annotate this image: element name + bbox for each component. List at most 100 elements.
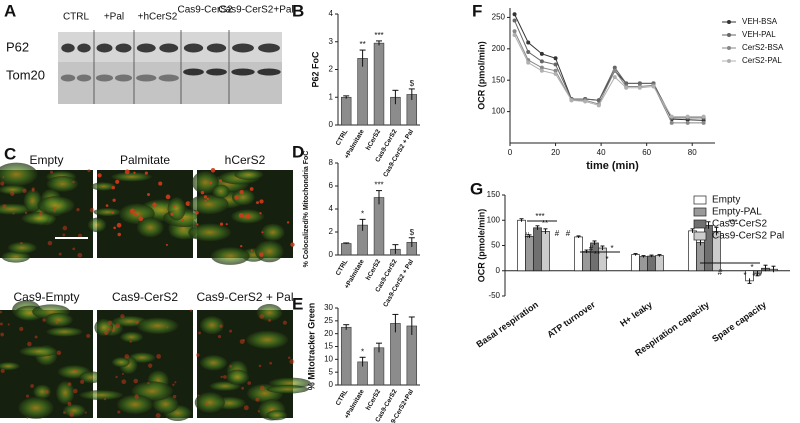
red-puncta <box>240 245 243 248</box>
red-puncta <box>205 403 209 406</box>
cell <box>46 176 79 192</box>
red-puncta <box>134 213 138 217</box>
marker <box>701 120 706 125</box>
marker <box>539 59 544 64</box>
bar <box>525 236 534 272</box>
lane-label: Cas9-CerS2+Pal <box>218 5 293 16</box>
marker <box>701 114 706 119</box>
red-puncta <box>217 335 222 339</box>
y-tick-label: 50 <box>491 241 500 250</box>
annotation: # <box>525 231 530 240</box>
red-puncta <box>0 181 5 186</box>
band <box>206 43 227 53</box>
marker <box>553 68 558 73</box>
legend-marker <box>727 46 731 50</box>
red-puncta <box>250 249 253 252</box>
panel-label: G <box>470 179 483 198</box>
micrograph-label: hCerS2 <box>225 153 266 167</box>
marker <box>651 84 656 89</box>
x-tick-label: 0 <box>508 148 513 157</box>
y-tick-label: 4 <box>329 204 334 213</box>
marker <box>596 103 601 108</box>
x-tick-label: Basal respiration <box>474 299 540 349</box>
cell <box>21 212 57 225</box>
cell <box>256 304 283 322</box>
cell <box>212 184 230 199</box>
red-puncta <box>34 335 38 339</box>
red-puncta <box>26 394 30 398</box>
red-puncta <box>197 394 200 397</box>
red-puncta <box>10 191 15 196</box>
y-tick-label: 4 <box>329 9 334 18</box>
red-puncta <box>129 208 135 214</box>
cell <box>0 162 38 187</box>
red-puncta <box>158 181 163 186</box>
legend-label: Cas9-CerS2 Pal <box>712 231 784 242</box>
bar <box>390 323 401 386</box>
marker <box>512 18 517 23</box>
cell <box>0 203 33 215</box>
band <box>136 43 156 53</box>
annotation: # <box>589 244 594 253</box>
cell <box>210 247 250 265</box>
annotation: * <box>743 271 746 280</box>
cell <box>23 189 42 213</box>
panel-label: F <box>472 1 482 20</box>
y-tick-label: 3 <box>329 37 334 46</box>
y-axis-title: % Mitotracker Green <box>306 303 316 391</box>
cell <box>79 390 124 400</box>
bar <box>647 255 656 272</box>
cell <box>194 392 225 413</box>
marker <box>526 60 531 65</box>
cell <box>116 394 154 415</box>
cell <box>255 240 284 263</box>
y-tick-label: 25 <box>324 316 333 325</box>
y-tick-label: 0 <box>329 250 334 259</box>
red-puncta <box>259 314 265 319</box>
red-puncta <box>39 211 43 216</box>
marker <box>512 29 517 34</box>
marker <box>512 12 517 17</box>
red-puncta <box>112 198 116 202</box>
x-tick-label: H+ leaky <box>618 299 654 328</box>
red-puncta <box>239 189 244 195</box>
x-tick-label: CTRL <box>335 388 350 407</box>
red-puncta <box>111 328 115 332</box>
bar <box>533 227 542 272</box>
marker <box>637 81 642 86</box>
legend-marker <box>727 20 731 24</box>
marker <box>583 99 588 104</box>
marker <box>553 62 558 67</box>
red-puncta <box>53 207 56 210</box>
marker <box>637 85 642 90</box>
legend-marker <box>727 59 731 63</box>
x-tick-label: Cas9-CerS2 + Pal <box>382 128 415 178</box>
y-axis-title: OCR (pmole/min) <box>476 209 486 283</box>
significance-label: *** <box>374 181 383 190</box>
red-puncta <box>105 204 109 207</box>
red-puncta <box>195 353 200 357</box>
red-puncta <box>55 321 59 325</box>
red-puncta <box>26 416 29 419</box>
significance-label: *** <box>374 31 383 40</box>
bar <box>340 96 352 126</box>
x-tick-label: 60 <box>642 148 651 157</box>
cell <box>266 384 309 394</box>
legend-label: CerS2-BSA <box>742 43 784 52</box>
red-puncta <box>245 214 251 219</box>
red-puncta <box>0 368 5 373</box>
cell <box>234 169 264 180</box>
cell <box>19 346 58 357</box>
red-puncta <box>287 356 291 360</box>
red-puncta <box>282 320 287 325</box>
red-puncta <box>229 329 233 333</box>
red-puncta <box>47 240 53 246</box>
cell <box>18 396 54 419</box>
annotation: # <box>566 229 571 238</box>
y-axis-title: OCR (pmol/min) <box>476 41 486 110</box>
y-tick-label: 30 <box>324 303 333 312</box>
panel-label: A <box>4 1 16 20</box>
red-puncta <box>134 394 139 399</box>
marker <box>624 85 629 90</box>
